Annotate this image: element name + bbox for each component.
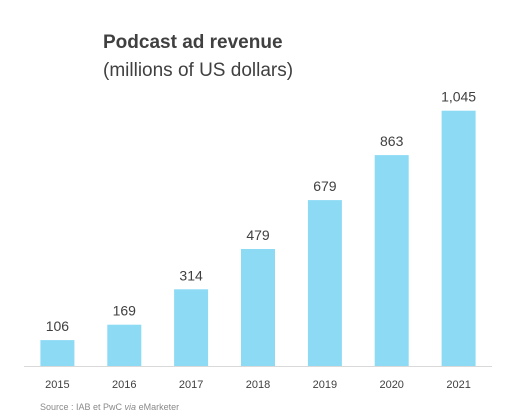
bar-2015 [40,340,75,366]
x-tick-label-2018: 2018 [246,379,270,391]
bar-2017 [174,289,209,366]
bar-2020 [374,155,409,366]
data-label-2021: 1,045 [441,89,476,105]
x-tick-label-2019: 2019 [313,379,337,391]
bar-2018 [241,249,275,366]
data-label-2018: 479 [246,227,270,243]
data-label-2019: 679 [313,178,337,194]
chart-title: Podcast ad revenue [103,32,283,53]
x-tick-label-2020: 2020 [379,379,403,391]
data-label-2017: 314 [179,267,203,283]
x-tick-label-2015: 2015 [45,379,69,391]
x-tick-label-2017: 2017 [179,379,203,391]
chart-subtitle: (millions of US dollars) [103,60,294,81]
x-tick-label-2021: 2021 [446,379,470,391]
bar-2021 [441,110,476,366]
bar-2019 [307,200,342,366]
data-label-2016: 169 [113,303,137,319]
x-tick-label-2016: 2016 [112,379,136,391]
data-label-2015: 106 [46,318,70,334]
data-label-2020: 863 [380,133,404,149]
bar-2016 [107,324,142,366]
source-note: Source : IAB et PwC via eMarketer [40,402,180,412]
